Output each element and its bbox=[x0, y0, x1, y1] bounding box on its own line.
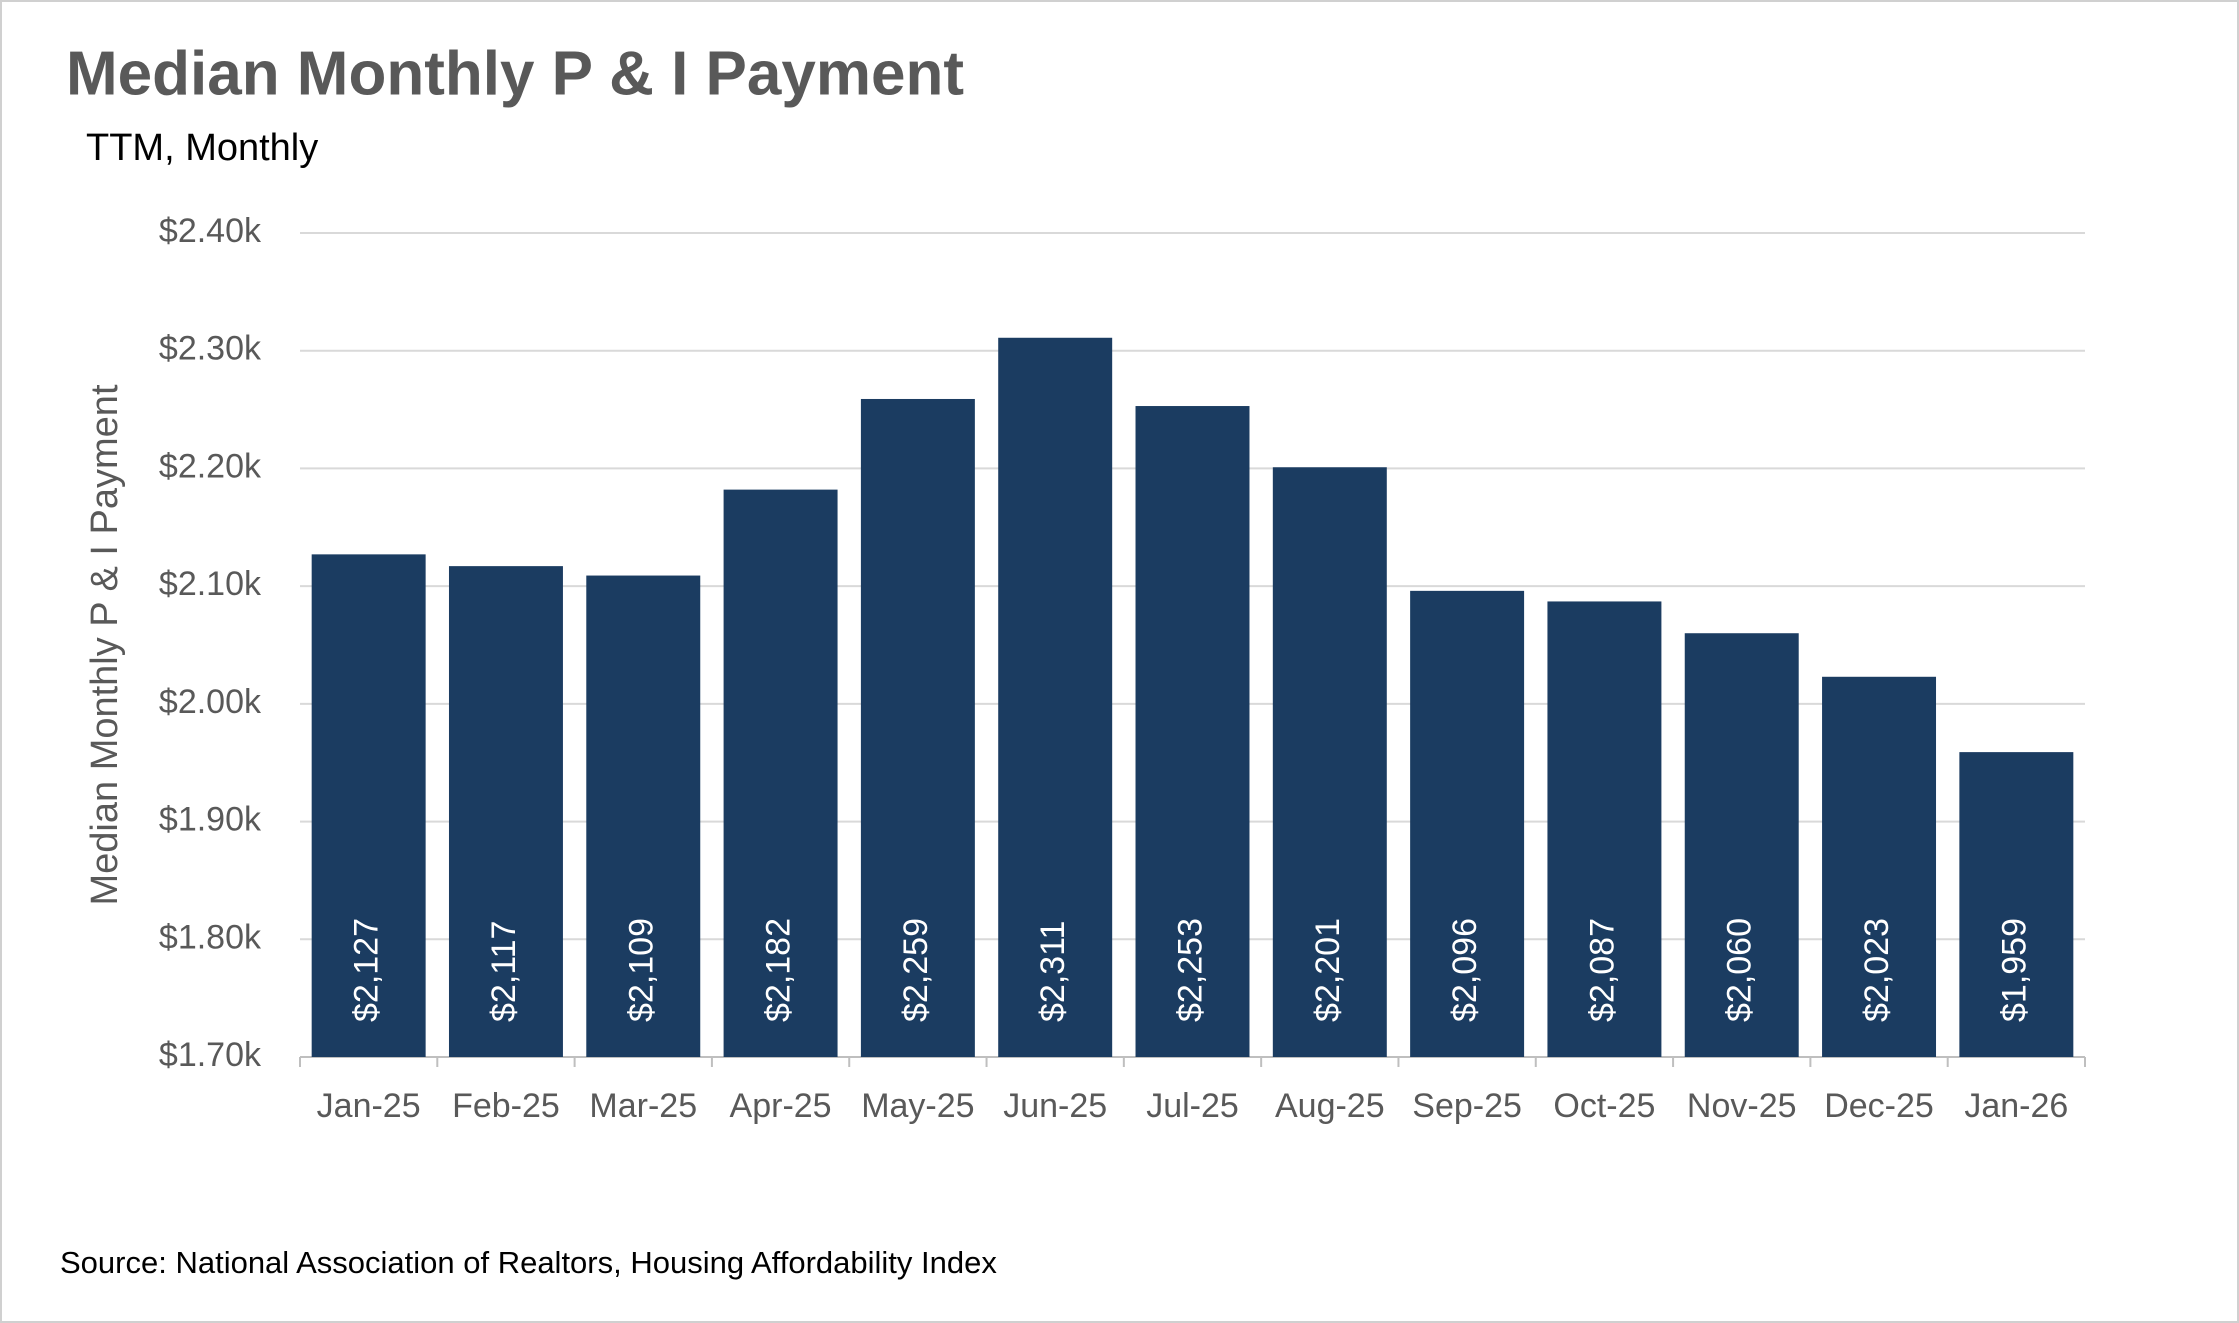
x-tick-label: Aug-25 bbox=[1275, 1087, 1385, 1125]
x-tick-label: Apr-25 bbox=[730, 1087, 832, 1125]
x-tick-label: Jun-25 bbox=[1003, 1087, 1107, 1125]
value-label: $2,253 bbox=[1171, 918, 1209, 1022]
value-label: $2,127 bbox=[348, 918, 386, 1022]
value-label: $2,060 bbox=[1721, 918, 1759, 1022]
y-tick-label: $2.10k bbox=[159, 565, 262, 603]
bar bbox=[1959, 752, 2074, 1057]
bar bbox=[860, 398, 975, 1057]
x-tick-label: Oct-25 bbox=[1553, 1087, 1655, 1125]
y-tick-label: $2.00k bbox=[159, 683, 262, 721]
bar bbox=[586, 575, 701, 1057]
bar bbox=[1822, 676, 1937, 1057]
value-label: $2,259 bbox=[897, 918, 935, 1022]
value-label: $1,959 bbox=[1995, 918, 2033, 1022]
x-tick-label: Jul-25 bbox=[1146, 1087, 1239, 1125]
value-label: $2,087 bbox=[1583, 918, 1621, 1022]
value-label: $2,201 bbox=[1309, 918, 1347, 1022]
bar bbox=[1547, 601, 1662, 1057]
x-tick-label: Nov-25 bbox=[1687, 1087, 1797, 1125]
y-tick-label: $1.80k bbox=[159, 918, 262, 956]
source-note: Source: National Association of Realtors… bbox=[60, 1245, 997, 1280]
bar bbox=[1135, 406, 1250, 1057]
value-label: $2,109 bbox=[622, 918, 660, 1022]
chart-subtitle: TTM, Monthly bbox=[86, 127, 318, 169]
value-label: $2,182 bbox=[760, 918, 798, 1022]
x-tick-label: Dec-25 bbox=[1824, 1087, 1934, 1125]
x-tick-label: Mar-25 bbox=[589, 1087, 697, 1125]
x-tick-label: Jan-25 bbox=[317, 1087, 421, 1125]
x-tick-label: May-25 bbox=[861, 1087, 974, 1125]
bar bbox=[1272, 467, 1387, 1057]
x-tick-label: Sep-25 bbox=[1412, 1087, 1522, 1125]
y-tick-label: $1.90k bbox=[159, 801, 262, 839]
bar bbox=[1410, 590, 1525, 1057]
value-label: $2,096 bbox=[1446, 918, 1484, 1022]
y-tick-label: $2.20k bbox=[159, 447, 262, 485]
x-tick-label: Feb-25 bbox=[452, 1087, 560, 1125]
value-label: $2,117 bbox=[485, 921, 523, 1022]
value-label: $2,023 bbox=[1858, 918, 1896, 1022]
bar bbox=[1684, 633, 1799, 1057]
y-axis-label: Median Monthly P & I Payment bbox=[84, 384, 126, 905]
chart-title: Median Monthly P & I Payment bbox=[66, 39, 964, 108]
y-tick-label: $2.40k bbox=[159, 212, 262, 250]
value-label: $2,311 bbox=[1034, 921, 1072, 1022]
y-tick-label: $1.70k bbox=[159, 1036, 262, 1074]
bar bbox=[448, 566, 563, 1057]
bar bbox=[311, 554, 426, 1057]
bar bbox=[998, 337, 1113, 1057]
bar bbox=[723, 489, 838, 1057]
x-tick-label: Jan-26 bbox=[1964, 1087, 2068, 1125]
y-tick-label: $2.30k bbox=[159, 330, 262, 368]
